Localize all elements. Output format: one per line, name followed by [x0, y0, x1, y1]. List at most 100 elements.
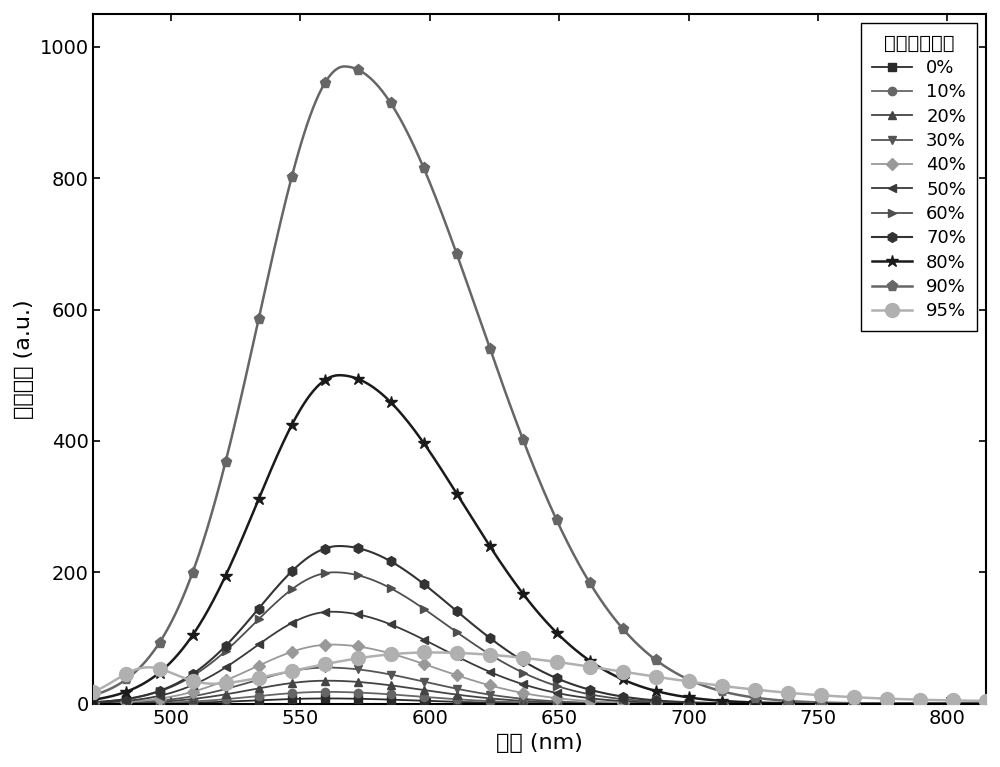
80% [522, 595, 534, 604]
Line: 80%: 80% [93, 375, 986, 703]
50% [325, 607, 337, 617]
80% [133, 681, 145, 690]
60% [522, 670, 534, 680]
90% [87, 690, 99, 700]
80% [980, 699, 992, 708]
0% [87, 699, 99, 708]
70% [955, 699, 967, 708]
90% [522, 448, 534, 457]
30% [980, 699, 992, 708]
30% [954, 699, 966, 708]
10% [791, 699, 803, 708]
60% [955, 699, 967, 708]
90% [980, 699, 992, 708]
30% [498, 692, 510, 701]
80% [954, 699, 966, 708]
60% [133, 693, 145, 702]
Line: 70%: 70% [93, 546, 986, 703]
95% [87, 687, 99, 696]
60% [328, 568, 340, 577]
50% [954, 699, 966, 708]
X-axis label: 波长 (nm): 波长 (nm) [496, 733, 583, 753]
40% [980, 699, 992, 708]
0% [498, 698, 510, 707]
70% [333, 542, 345, 551]
90% [791, 697, 803, 706]
0% [791, 699, 803, 708]
80% [87, 695, 99, 704]
20% [321, 676, 333, 685]
Legend: 0%, 10%, 20%, 30%, 40%, 50%, 60%, 70%, 80%, 90%, 95%: 0%, 10%, 20%, 30%, 40%, 50%, 60%, 70%, 8… [861, 23, 977, 331]
0% [980, 699, 992, 708]
95% [498, 651, 510, 660]
Y-axis label: 荧光强度 (a.u.): 荧光强度 (a.u.) [14, 299, 34, 419]
90% [955, 699, 967, 708]
Line: 10%: 10% [93, 692, 986, 703]
50% [133, 695, 145, 704]
Line: 60%: 60% [93, 572, 986, 703]
70% [133, 692, 145, 701]
50% [791, 699, 803, 708]
40% [955, 699, 967, 708]
50% [955, 699, 967, 708]
20% [87, 699, 99, 708]
20% [522, 696, 534, 706]
20% [791, 699, 803, 708]
95% [522, 653, 534, 663]
30% [955, 699, 967, 708]
90% [954, 699, 966, 708]
Line: 20%: 20% [93, 680, 986, 703]
0% [133, 699, 145, 708]
10% [980, 699, 992, 708]
Line: 30%: 30% [93, 667, 986, 703]
50% [498, 673, 510, 683]
20% [498, 695, 510, 704]
10% [955, 699, 967, 708]
50% [980, 699, 992, 708]
60% [498, 658, 510, 667]
50% [87, 698, 99, 707]
30% [133, 697, 145, 706]
40% [498, 684, 510, 693]
40% [133, 696, 145, 706]
80% [498, 563, 510, 572]
40% [87, 699, 99, 708]
95% [424, 648, 436, 657]
0% [522, 699, 534, 708]
30% [522, 695, 534, 704]
30% [87, 699, 99, 708]
40% [325, 640, 337, 649]
70% [87, 698, 99, 707]
95% [954, 696, 966, 705]
40% [954, 699, 966, 708]
Line: 0%: 0% [93, 699, 986, 703]
70% [980, 699, 992, 708]
80% [791, 699, 803, 708]
70% [522, 659, 534, 668]
10% [498, 697, 510, 706]
0% [954, 699, 966, 708]
Line: 90%: 90% [93, 67, 986, 703]
30% [321, 663, 333, 672]
0% [955, 699, 967, 708]
Line: 95%: 95% [93, 653, 986, 701]
10% [321, 687, 333, 696]
95% [980, 696, 992, 706]
80% [955, 699, 967, 708]
20% [955, 699, 967, 708]
60% [980, 699, 992, 708]
20% [954, 699, 966, 708]
20% [980, 699, 992, 708]
95% [955, 696, 967, 705]
90% [338, 62, 350, 71]
40% [522, 690, 534, 699]
50% [522, 681, 534, 690]
60% [791, 699, 803, 708]
60% [87, 698, 99, 707]
90% [133, 663, 145, 673]
95% [133, 664, 145, 673]
70% [498, 644, 510, 653]
10% [522, 698, 534, 707]
30% [791, 699, 803, 708]
95% [791, 689, 803, 698]
